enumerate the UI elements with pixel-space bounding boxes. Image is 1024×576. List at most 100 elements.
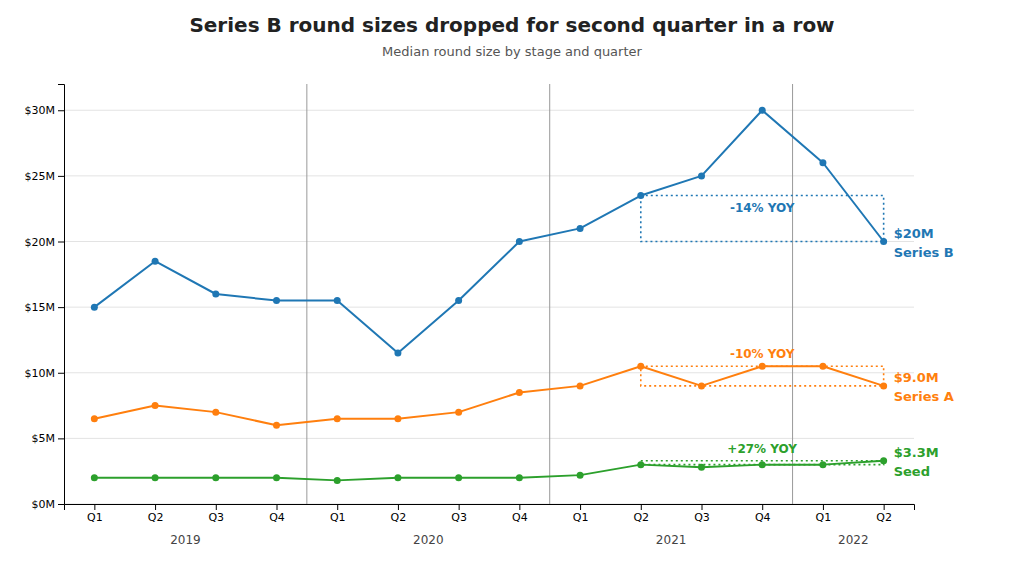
x-tick-mark <box>702 504 703 510</box>
x-tick-mark <box>762 504 763 510</box>
series-point <box>334 477 341 484</box>
series-point <box>577 382 584 389</box>
x-tick-label: Q1 <box>330 511 346 524</box>
x-tick: Q3 <box>451 504 467 524</box>
year-labels: 2019202020212022 <box>170 533 868 547</box>
x-tick-mark <box>519 504 520 510</box>
x-tick-mark <box>155 504 156 510</box>
y-tick-mark <box>58 373 64 374</box>
x-tick-mark <box>823 504 824 510</box>
series-point <box>273 297 280 304</box>
series-point <box>637 363 644 370</box>
y-tick: $20M <box>25 236 65 249</box>
marks <box>91 107 887 484</box>
x-tick: Q4 <box>755 504 771 524</box>
x-tick-label: Q3 <box>451 511 467 524</box>
series-point <box>152 402 159 409</box>
series-point <box>759 363 766 370</box>
series-point <box>334 415 341 422</box>
x-tick-mark <box>337 504 338 510</box>
x-tick: Q3 <box>208 504 224 524</box>
grid <box>64 110 914 504</box>
grid-line <box>64 110 914 111</box>
series-point <box>152 258 159 265</box>
series-line <box>94 110 883 353</box>
x-axis: Q1 Q2 Q3 Q4 Q1 Q2 Q3 Q4 Q1 Q2 Q3 Q4 Q1 Q2 <box>65 504 915 524</box>
x-tick-label: Q2 <box>391 511 407 524</box>
x-tick: Q4 <box>512 504 528 524</box>
x-tick-label: Q4 <box>512 511 528 524</box>
x-tick: Q4 <box>269 504 285 524</box>
series-point <box>698 382 705 389</box>
x-tick-label: Q1 <box>816 511 832 524</box>
series-line <box>94 461 883 481</box>
y-tick: $25M <box>25 170 65 183</box>
y-tick-mark <box>58 110 64 111</box>
y-tick-label: $20M <box>25 236 56 249</box>
series-name-label: Series A <box>894 389 954 404</box>
year-divider <box>549 84 550 504</box>
series-point <box>394 474 401 481</box>
series-point <box>273 422 280 429</box>
series-point <box>334 297 341 304</box>
series-point <box>819 461 826 468</box>
x-tick-mark <box>216 504 217 510</box>
x-tick-mark <box>641 504 642 510</box>
x-tick-mark <box>884 504 885 510</box>
yoy-label: -10% YOY <box>730 347 795 361</box>
yoy-label: -14% YOY <box>730 201 795 215</box>
x-tick-mark <box>459 504 460 510</box>
grid-line <box>64 175 914 176</box>
x-tick-label: Q2 <box>876 511 892 524</box>
y-tick: $15M <box>25 301 65 314</box>
y-tick-label: $0M <box>32 498 56 511</box>
x-tick-label: Q3 <box>208 511 224 524</box>
x-tick: Q1 <box>87 504 103 524</box>
subtitle: Median round size by stage and quarter <box>382 44 642 59</box>
y-tick: $10M <box>25 367 65 380</box>
series-point <box>577 225 584 232</box>
series-point <box>819 363 826 370</box>
series-point <box>455 474 462 481</box>
series-point <box>637 461 644 468</box>
yoy-box <box>641 196 884 242</box>
y-tick-mark <box>58 242 64 243</box>
year-label: 2021 <box>656 533 687 547</box>
x-tick-label: Q2 <box>148 511 164 524</box>
grid-line <box>64 438 914 439</box>
end-value-label: $3.3M <box>894 445 939 460</box>
series-point <box>577 472 584 479</box>
x-tick-mark <box>277 504 278 510</box>
series-name-label: Seed <box>894 464 930 479</box>
x-tick: Q2 <box>148 504 164 524</box>
series-point <box>394 415 401 422</box>
series-point <box>880 238 887 245</box>
x-tick-label: Q4 <box>755 511 771 524</box>
series-point <box>516 238 523 245</box>
x-tick-mark <box>398 504 399 510</box>
series-point <box>91 474 98 481</box>
series-point <box>819 159 826 166</box>
title: Series B round sizes dropped for second … <box>189 13 834 37</box>
y-tick-label: $5M <box>32 432 56 445</box>
series-point <box>91 304 98 311</box>
x-tick: Q1 <box>816 504 832 524</box>
axis-domain <box>65 505 915 511</box>
year-label: 2019 <box>170 533 201 547</box>
y-tick-label: $10M <box>25 367 56 380</box>
plot: $0M$5M$10M$15M$20M$25M$30MQ1Q2Q3Q4Q1Q2Q3… <box>25 84 954 547</box>
x-tick-label: Q1 <box>573 511 589 524</box>
x-tick-mark <box>580 504 581 510</box>
year-divider <box>306 84 307 504</box>
grid-line <box>64 372 914 373</box>
x-tick-label: Q2 <box>633 511 649 524</box>
chart-container: Series B round sizes dropped for second … <box>0 0 1024 576</box>
end-value-label: $20M <box>894 226 934 241</box>
y-tick-mark <box>58 176 64 177</box>
series-point <box>212 409 219 416</box>
series-name-label: Series B <box>894 245 954 260</box>
series-point <box>698 464 705 471</box>
x-tick-label: Q3 <box>694 511 710 524</box>
y-tick: $5M <box>32 432 65 445</box>
series-point <box>394 350 401 357</box>
